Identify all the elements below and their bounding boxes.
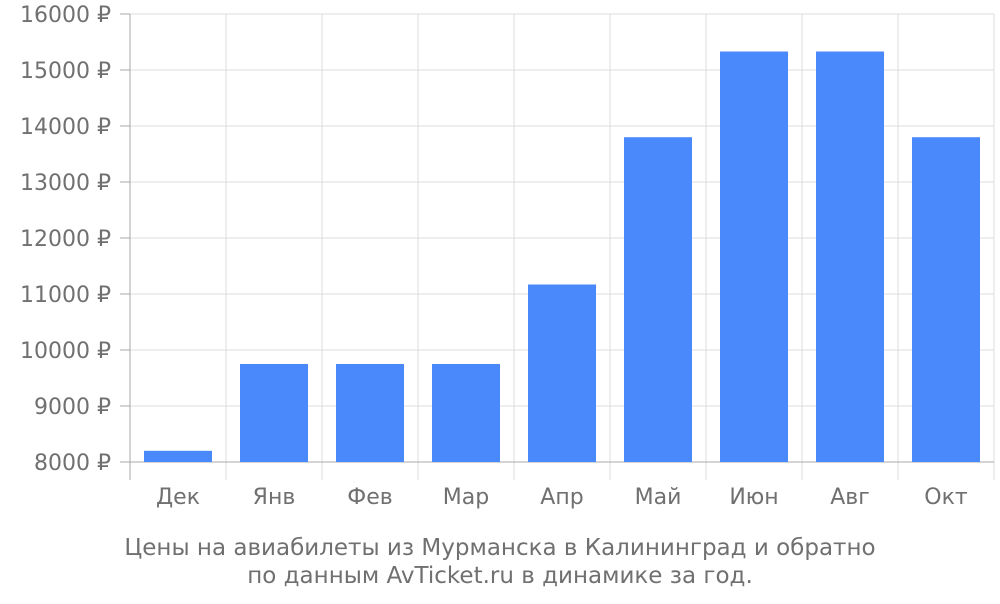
y-tick-label: 10000 ₽ [20,339,111,364]
bar-7 [720,51,788,463]
y-tick-label: 9000 ₽ [34,395,111,420]
x-tick-label: Апр [540,485,583,510]
y-tick-label: 8000 ₽ [34,451,111,476]
x-tick-label: Май [635,485,682,510]
bar-9 [912,137,980,462]
chart-caption-line-1: Цены на авиабилеты из Мурманска в Калини… [124,535,876,561]
bar-6 [624,137,692,462]
y-tick-label: 15000 ₽ [20,59,111,84]
bar-1 [144,450,212,462]
x-tick-label: Янв [253,485,296,510]
bar-4 [432,364,500,462]
x-tick-label: Окт [924,485,968,510]
x-tick-label: Июн [729,485,778,510]
x-tick-label: Фев [347,485,392,510]
bar-2 [240,364,308,462]
y-tick-label: 16000 ₽ [20,3,111,28]
x-tick-label: Мар [443,485,489,510]
x-tick-label: Авг [830,485,870,510]
y-tick-label: 14000 ₽ [20,115,111,140]
y-tick-label: 13000 ₽ [20,171,111,196]
bar-3 [336,364,404,462]
bar-8 [816,51,884,463]
x-tick-label: Дек [156,485,200,510]
y-tick-label: 11000 ₽ [20,283,111,308]
y-tick-label: 12000 ₽ [20,227,111,252]
chart-caption-line-2: по данным AvTicket.ru в динамике за год. [247,563,753,589]
bar-5 [528,284,596,462]
